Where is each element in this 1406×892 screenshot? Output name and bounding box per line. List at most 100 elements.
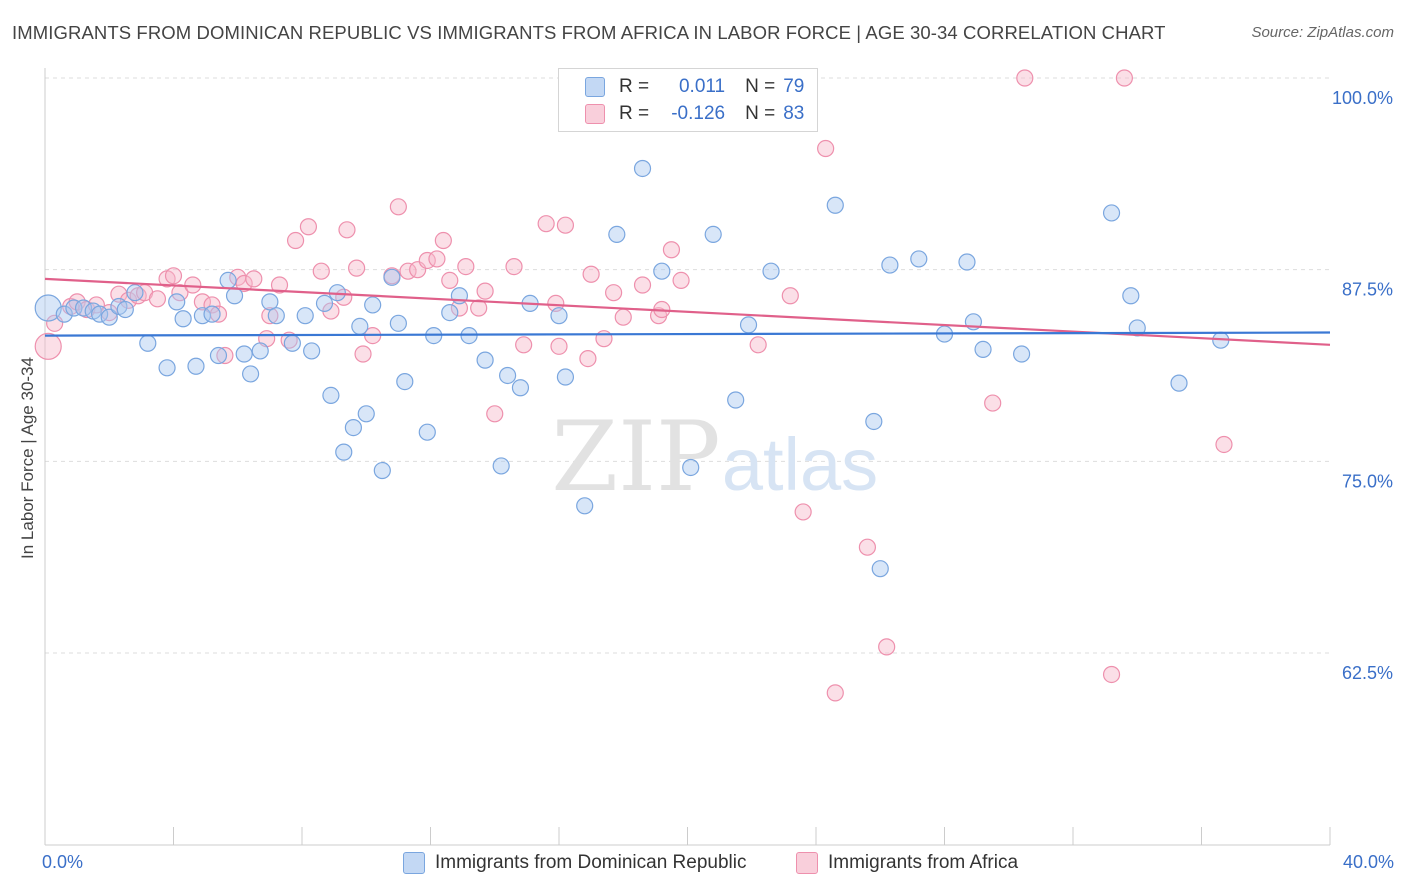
- dominican-point-54: [633, 159, 652, 178]
- dominican-point-31: [335, 443, 353, 461]
- africa-point-66: [781, 287, 799, 305]
- africa-point-56: [582, 265, 600, 283]
- dominican-point-19: [225, 287, 244, 305]
- africa-point-46: [470, 299, 488, 317]
- africa-point-25: [270, 276, 289, 294]
- chart-title: IMMIGRANTS FROM DOMINICAN REPUBLIC VS IM…: [12, 22, 1166, 43]
- africa-point-11: [148, 290, 167, 308]
- dominican-point-35: [364, 296, 382, 314]
- africa-point-21: [235, 274, 253, 293]
- africa-point-69: [826, 684, 844, 702]
- bottom-legend-dominican: Immigrants from Dominican Republic: [403, 852, 747, 874]
- dominican-point-72: [1122, 287, 1140, 305]
- africa-point-13: [164, 267, 183, 285]
- dominican-point-24: [267, 307, 285, 325]
- africa-point-28: [299, 218, 318, 236]
- correlation-legend: R = 0.011 N = 79 R = -0.126 N = 83: [558, 68, 818, 132]
- legend-row-africa: R = -0.126 N = 83: [585, 102, 804, 126]
- africa-point-51: [537, 215, 555, 233]
- watermark-atlas: atlas: [722, 423, 878, 506]
- africa-point-14: [171, 284, 189, 302]
- africa-point-24: [261, 307, 279, 325]
- dominican-point-50: [550, 307, 568, 325]
- dominican-point-33: [351, 317, 369, 335]
- dominican-point-62: [865, 412, 883, 431]
- dominican-point-61: [826, 196, 844, 214]
- dominican-point-12: [168, 293, 186, 311]
- dominican-point-20: [235, 345, 253, 363]
- africa-point-45: [457, 258, 475, 276]
- dominican-point-21: [242, 365, 260, 383]
- africa-point-60: [633, 276, 652, 294]
- dominican-point-11: [158, 359, 176, 377]
- africa-point-16: [193, 293, 212, 311]
- legend-r-value-dominican: 0.011: [678, 76, 726, 97]
- watermark-zip: ZIP: [551, 401, 720, 513]
- dominican-point-2: [65, 299, 83, 317]
- dominican-point-74: [1170, 374, 1188, 392]
- series-africa-points: [34, 69, 1233, 702]
- africa-point-42: [434, 231, 452, 250]
- dominican-point-38: [389, 314, 407, 332]
- dominican-point-28: [315, 294, 334, 312]
- dominican-point-71: [1102, 204, 1121, 222]
- dominican-point-10: [139, 334, 157, 352]
- watermark: ZIP atlas: [551, 401, 878, 513]
- dominican-point-46: [492, 457, 510, 475]
- dominican-point-39: [396, 373, 414, 391]
- africa-point-43: [441, 271, 459, 289]
- dominican-point-18: [219, 271, 237, 289]
- y-tick-label-3: 62.5%: [1342, 663, 1393, 683]
- y-tick-label-0: 100.0%: [1332, 88, 1393, 108]
- source-label: Source: ZipAtlas.com: [1251, 24, 1394, 41]
- x-tick-min: 0.0%: [42, 852, 84, 872]
- africa-point-15: [184, 276, 202, 294]
- series-dominican-points: [34, 159, 1230, 578]
- africa-point-41: [428, 250, 446, 268]
- dominican-point-29: [322, 386, 340, 404]
- africa-point-70: [858, 538, 877, 556]
- dominican-point-67: [958, 253, 976, 271]
- africa-point-54: [556, 216, 575, 234]
- africa-point-50: [515, 336, 533, 354]
- bottom-legend-swatch-pink: [796, 852, 818, 874]
- africa-point-37: [389, 198, 407, 216]
- dominican-point-9: [126, 284, 144, 302]
- legend-n-value-dominican: 79: [783, 76, 805, 97]
- bottom-legend-label-dominican: Immigrants from Dominican Republic: [435, 852, 747, 873]
- dominican-point-1: [55, 305, 73, 323]
- africa-point-53: [550, 337, 568, 355]
- dominican-point-5: [91, 305, 109, 323]
- africa-point-65: [749, 336, 767, 354]
- africa-point-55: [579, 350, 597, 368]
- dominican-point-36: [373, 461, 391, 480]
- legend-r-label: R =: [619, 103, 650, 124]
- africa-point-0: [34, 332, 62, 360]
- dominican-point-60: [762, 262, 780, 280]
- legend-n-label: N =: [745, 76, 776, 97]
- africa-point-63: [662, 241, 681, 259]
- africa-point-32: [338, 221, 356, 239]
- dominican-point-55: [653, 262, 671, 280]
- dominican-point-70: [1012, 345, 1031, 363]
- y-tick-label-1: 87.5%: [1342, 280, 1393, 300]
- africa-point-19: [216, 346, 234, 365]
- trend-line-dominican: [44, 331, 1331, 337]
- legend-r-value-africa: -0.126: [671, 103, 726, 124]
- africa-point-64: [672, 271, 690, 289]
- dominican-point-3: [74, 299, 93, 317]
- dominican-point-63: [871, 560, 889, 578]
- dominican-point-32: [344, 419, 362, 437]
- africa-point-76: [1215, 435, 1233, 454]
- legend-row-dominican: R = 0.011 N = 79: [585, 75, 804, 99]
- africa-point-58: [605, 284, 623, 302]
- dominican-point-37: [383, 268, 401, 286]
- legend-swatch-pink: [585, 104, 605, 124]
- africa-point-26: [280, 331, 298, 349]
- y-tick-label-2: 75.0%: [1342, 471, 1393, 491]
- bottom-legend-africa: Immigrants from Africa: [796, 852, 1018, 874]
- africa-point-67: [794, 503, 812, 521]
- africa-point-59: [614, 308, 632, 326]
- dominican-point-58: [727, 391, 745, 409]
